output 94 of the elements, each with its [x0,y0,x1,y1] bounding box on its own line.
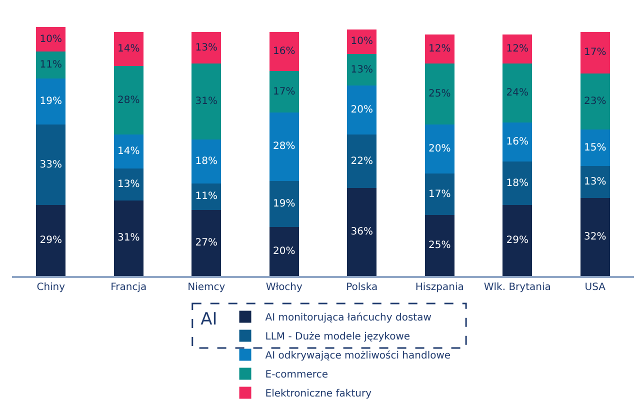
data-label: 12% [428,44,451,55]
bar [36,78,66,125]
bar [269,227,299,276]
data-label: 31% [195,96,218,108]
legend-title: AI [200,309,218,330]
bar [502,122,532,162]
data-label: 17% [273,86,296,98]
data-label: 10% [350,36,373,48]
x-tick-label: Chiny [36,282,66,293]
bar [36,27,66,52]
data-label: 13% [118,178,140,190]
bar [192,210,222,276]
bar [502,205,532,276]
bar [502,64,532,122]
bar [347,134,377,188]
bar [424,34,454,64]
bar [580,73,610,130]
bar [36,124,66,206]
legend-label: E-commerce [265,370,328,381]
data-label: 13% [195,42,218,54]
data-label: 14% [118,146,140,158]
x-tick-label: Niemcy [188,282,226,293]
data-label: 18% [506,178,528,189]
bar [36,205,66,276]
data-label: 17% [428,188,451,200]
data-label: 13% [584,176,606,188]
bar [347,54,377,86]
bar [192,32,222,64]
bar [192,183,222,210]
data-label: 12% [506,44,528,55]
bar [580,198,610,276]
bar [269,32,299,72]
data-label: 32% [584,231,606,242]
bar [114,200,144,276]
data-label: 33% [40,159,62,170]
data-label: 18% [195,156,218,167]
data-label: 19% [40,96,62,108]
bar [580,32,610,74]
bar [580,130,610,166]
bar [269,71,299,113]
data-label: 17% [584,47,606,58]
bar [114,66,144,134]
data-label: 11% [195,191,218,202]
data-label: 22% [350,156,373,167]
data-label: 16% [273,46,296,57]
bar [347,86,377,134]
data-label: 36% [350,226,373,238]
data-label: 28% [273,141,296,152]
bar [424,215,454,276]
legend-label: LLM - Duże modele językowe [265,332,410,343]
data-label: 31% [118,232,140,244]
legend-label: AI odkrywające możliwości handlowe [265,350,451,362]
x-tick-label: Hiszpania [415,282,464,293]
data-label: 25% [428,240,451,251]
bar [114,134,144,169]
bar [269,112,299,181]
data-label: 20% [273,246,296,258]
bar [192,64,222,140]
bar [580,166,610,198]
legend-label: Elektroniczne faktury [265,388,372,400]
bar [424,124,454,174]
data-label: 29% [506,235,528,246]
data-label: 24% [506,87,528,98]
data-label: 10% [40,34,62,45]
x-tick-label: Francja [110,282,147,293]
data-label: 27% [195,238,218,249]
bar [347,30,377,54]
data-label: 16% [506,136,528,148]
data-label: 19% [273,198,296,210]
bar [502,34,532,64]
x-tick-label: Wlk. Brytania [484,282,551,293]
bar [114,32,144,66]
data-label: 23% [584,96,606,108]
bar [424,64,454,125]
bar [192,139,222,184]
data-label: 14% [118,44,140,55]
bar [114,168,144,200]
bar [347,188,377,276]
bar [424,174,454,215]
data-label: 28% [118,94,140,106]
data-label: 20% [350,104,373,116]
data-label: 20% [428,144,451,155]
bar [269,180,299,228]
data-label: 13% [350,64,373,76]
data-label: 29% [40,235,62,246]
bar [502,161,532,206]
bar [36,52,66,78]
legend-label: AI monitorująca łańcuchy dostaw [265,312,432,324]
data-label: 15% [584,142,606,154]
x-tick-label: Polska [346,282,378,293]
data-label: 25% [428,88,451,100]
x-tick-label: USA [584,282,606,293]
x-tick-label: Włochy [266,282,303,293]
data-label: 11% [40,59,62,70]
